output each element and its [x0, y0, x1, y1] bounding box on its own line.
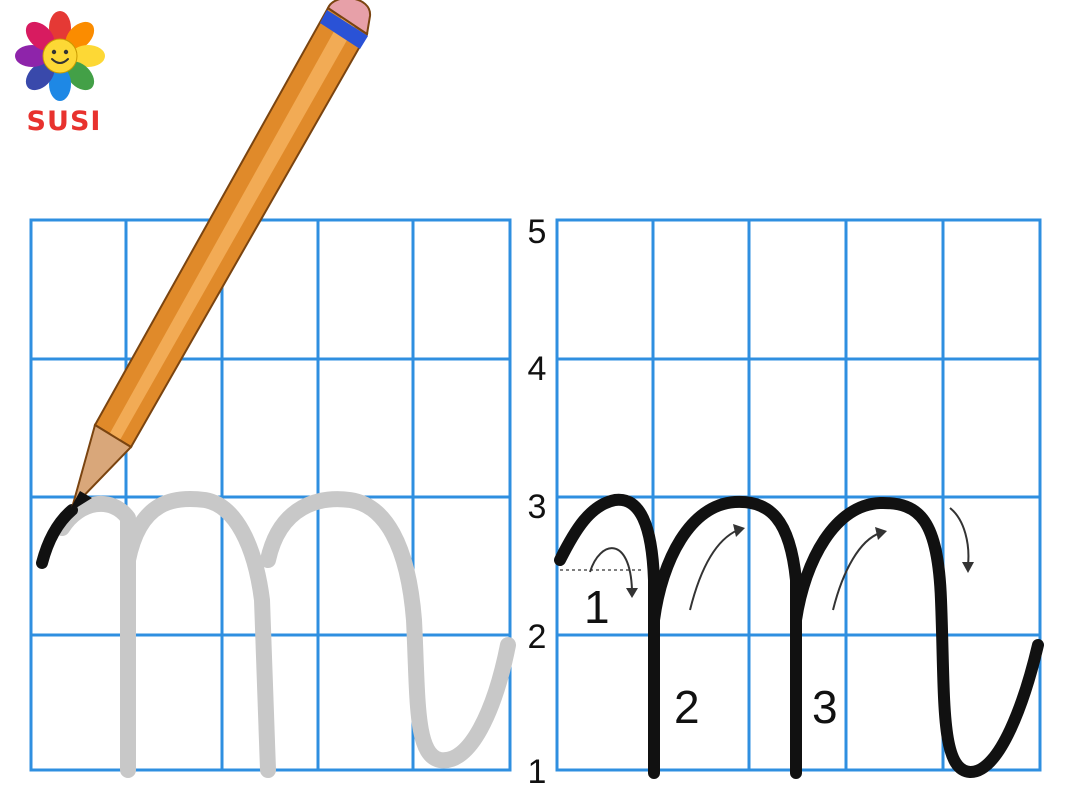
row-number-2: 2	[527, 618, 547, 656]
logo-petal	[71, 45, 105, 67]
logo-petal	[49, 11, 71, 45]
pencil-trace-stroke	[36, 504, 78, 569]
stroke-number-2: 2	[674, 681, 700, 733]
logo-petal	[65, 61, 95, 91]
row-number-3: 3	[527, 488, 547, 526]
logo-letter: U	[47, 106, 70, 137]
row-number-5: 5	[527, 213, 547, 251]
row-number-4: 4	[527, 350, 547, 388]
logo-letter: I	[90, 106, 102, 137]
logo-petal	[49, 67, 71, 101]
logo-text: SUSI	[14, 106, 114, 137]
logo-petal	[25, 21, 55, 51]
direction-arrow-icon	[689, 524, 745, 611]
pencil-icon	[68, 0, 372, 513]
model-letter-m	[554, 493, 1044, 779]
logo: SUSI	[14, 10, 114, 137]
stroke-number-1: 1	[584, 581, 610, 633]
logo-letter: S	[26, 106, 47, 137]
logo-petal	[15, 45, 49, 67]
direction-arrow-icon	[589, 547, 638, 598]
direction-arrow-icon	[949, 507, 974, 573]
logo-petal	[25, 61, 55, 91]
logo-letter: S	[69, 106, 91, 137]
flower-logo-icon	[15, 11, 105, 101]
logo-petal	[65, 21, 95, 51]
row-number-1: 1	[527, 753, 547, 791]
direction-arrow-icon	[832, 527, 887, 611]
stroke-number-3: 3	[812, 681, 838, 733]
